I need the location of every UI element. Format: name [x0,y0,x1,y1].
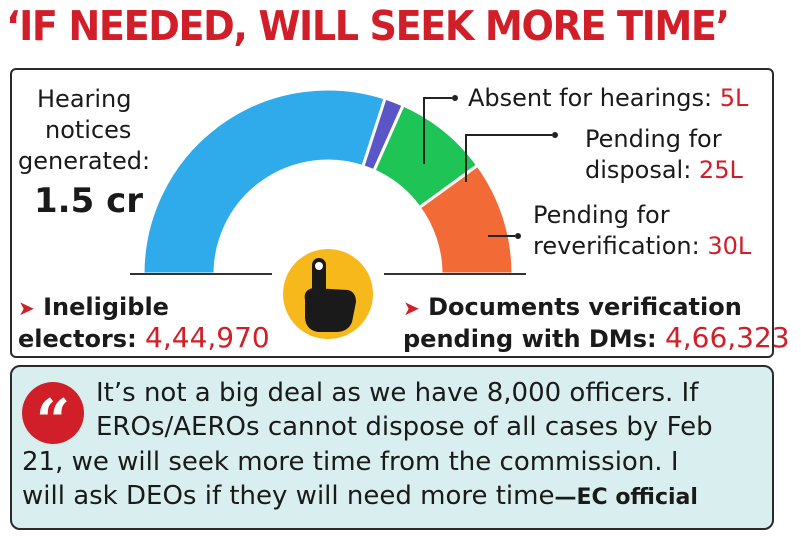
quote-line4: will ask DEOs if they will need more tim… [22,480,698,514]
callout-absent: Absent for hearings: 5L [468,83,748,114]
leader-absent-dot [452,95,458,101]
callout-absent-value: 5L [719,84,749,112]
quote-box [10,365,774,530]
documents-value: 4,66,323 [664,321,790,354]
ineligible-label2: electors: [18,325,146,353]
ineligible-value: 4,44,970 [145,321,270,354]
documents-arrow-icon: ➤ [403,296,420,320]
documents-label2: pending with DMs: [403,325,665,353]
quote-mark-icon: “ [22,382,84,457]
hearing-value: 1.5 cr [34,181,143,221]
chart-panel [10,68,774,358]
callout-disposal-value: 25L [698,156,743,184]
quote-line2: EROs/AEROs cannot dispose of all cases b… [96,412,713,442]
leader-reverif-dot [515,233,521,239]
ineligible-line2: electors: 4,44,970 [18,322,270,355]
callout-absent-text: Absent for hearings: [468,84,720,112]
leader-disposal [465,134,552,182]
callout-reverif-line2: reverification: 30L [533,231,751,262]
ineligible-label: Ineligible [43,293,169,321]
hearing-label-line3: generated: [18,147,151,175]
quote-line4-text: will ask DEOs if they will need more tim… [22,481,555,511]
ineligible-line1: ➤ Ineligible [18,292,169,324]
quote-line1: It’s not a big deal as we have 8,000 off… [96,378,699,408]
leader-absent [423,97,452,164]
callout-reverif-value: 30L [707,232,752,260]
quote-source: —EC official [554,485,698,510]
callout-reverif-line1: Pending for [533,201,670,229]
slice-hearing [141,87,388,276]
page-title: ‘IF NEEDED, WILL SEEK MORE TIME’ [6,2,730,50]
finger-ink-icon [283,249,373,339]
hearing-label-line2: notices [45,116,132,144]
hearing-label-line1: Hearing [37,85,132,113]
callout-disposal-text: disposal: [585,156,699,184]
leader-disposal-dot [552,132,558,138]
documents-line2: pending with DMs: 4,66,323 [403,322,790,355]
callout-disposal-line1: Pending for [585,125,722,153]
callout-reverif-text: reverification: [533,232,708,260]
callout-disposal-line2: disposal: 25L [585,155,743,186]
ineligible-arrow-icon: ➤ [18,296,35,320]
documents-label: Documents verification [428,293,742,321]
quote-line3: 21, we will seek more time from the comm… [22,447,679,477]
documents-line1: ➤ Documents verification [403,292,742,324]
